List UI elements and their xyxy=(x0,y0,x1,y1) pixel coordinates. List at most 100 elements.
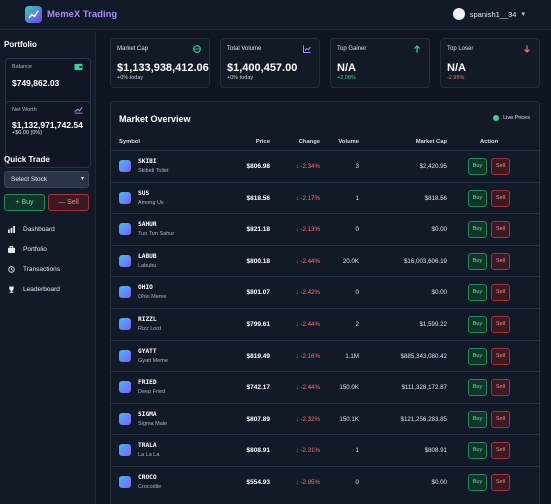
table-row[interactable]: SKIBI Skibidi Toilet $806.98 ↓ -2.34% 3 $2,42… xyxy=(111,150,541,182)
table-row[interactable]: FRIED Deep Fried $742.17 ↓ -2.44% 150.0K $111… xyxy=(111,371,541,403)
stat-label: Market Cap xyxy=(117,46,149,52)
user-menu[interactable]: spanish1__34 ▾ xyxy=(452,8,525,20)
nav-item-transactions[interactable]: Transactions xyxy=(8,266,60,273)
row-change-value: -2.95% xyxy=(300,479,320,486)
sell-button[interactable]: Sell xyxy=(491,347,510,365)
trophy-icon xyxy=(9,286,14,293)
row-name: Gyatt Meme xyxy=(138,357,168,364)
buy-button[interactable]: Buy xyxy=(468,221,487,239)
nav-label: Dashboard xyxy=(23,226,55,233)
row-change: ↓ -2.32% xyxy=(296,416,320,423)
stat-top-gainer: Top Gainer N/A +2.08% xyxy=(330,38,430,88)
sell-button[interactable]: Sell xyxy=(491,474,510,491)
row-price: $800.18 xyxy=(246,257,271,265)
col-volume: Volume xyxy=(338,139,359,145)
stock-select-value: Select Stock xyxy=(11,176,48,183)
briefcase-icon xyxy=(8,246,15,253)
quick-buy-button[interactable]: + Buy xyxy=(4,194,45,211)
quick-sell-button[interactable]: — Sell xyxy=(48,194,89,211)
buy-button[interactable]: Buy xyxy=(468,347,487,365)
coin-icon xyxy=(119,412,131,425)
chart-bars-icon xyxy=(8,226,15,233)
coin-icon xyxy=(119,476,131,488)
nav-item-dashboard[interactable]: Dashboard xyxy=(8,226,55,233)
stock-select[interactable]: Select Stock ▾ xyxy=(4,171,89,188)
table-row[interactable]: LABUB Labubu $800.18 ↓ -2.44% 20.0K $16,003,6… xyxy=(111,244,541,277)
arrow-down-icon: ↓ xyxy=(295,289,301,297)
row-name: Sigma Male xyxy=(138,420,168,427)
table-row[interactable]: SAHUR Tun Tun Sahur $821.18 ↓ -2.13% 0 $0.00 B… xyxy=(111,213,541,245)
row-change: ↓ -2.16% xyxy=(296,353,320,360)
row-change: ↓ -2.44% xyxy=(296,258,320,265)
quick-trade-title: Quick Trade xyxy=(4,155,50,164)
coin-icon xyxy=(119,223,131,236)
buy-button[interactable]: Buy xyxy=(468,158,487,175)
sell-button[interactable]: Sell xyxy=(491,284,510,302)
sell-button[interactable]: Sell xyxy=(491,221,510,239)
row-name: Rizz Lord xyxy=(138,326,162,332)
row-market-cap: $0.00 xyxy=(431,226,447,234)
row-change-value: -2.16% xyxy=(300,352,320,360)
row-symbol: SAHUR xyxy=(138,221,157,229)
table-row[interactable]: SIGMA Sigma Male $807.89 ↓ -2.32% 150.1K $121… xyxy=(111,402,541,435)
nav-item-portfolio[interactable]: Portfolio xyxy=(8,246,47,253)
nav-item-leaderboard[interactable]: Leaderboard xyxy=(8,286,60,293)
buy-button[interactable]: Buy xyxy=(468,284,487,302)
row-market-cap: $808.91 xyxy=(424,447,447,455)
sell-button[interactable]: Sell xyxy=(491,316,510,333)
row-symbol: FRIED xyxy=(138,379,157,387)
row-change: ↓ -2.31% xyxy=(296,447,320,454)
networth-label: Net Worth xyxy=(12,107,37,113)
avatar xyxy=(452,8,465,20)
buy-button[interactable]: Buy xyxy=(468,252,487,270)
stat-value: $1,400,457.00 xyxy=(227,62,298,74)
table-row[interactable]: OHIO Ohio Meme $801.07 ↓ -2.42% 0 $0.00 Buy Sel… xyxy=(111,276,541,308)
buy-button[interactable]: Buy xyxy=(468,379,487,397)
buy-button[interactable]: Buy xyxy=(468,410,487,428)
stat-market-cap: Market Cap $1,133,938,412.06 +0% today xyxy=(110,38,210,88)
sell-button[interactable]: Sell xyxy=(491,442,510,460)
stat-label: Top Loser xyxy=(447,46,474,52)
row-market-cap: $818.56 xyxy=(424,194,447,202)
row-price: $818.56 xyxy=(246,194,271,202)
stat-value: $1,133,938,412.06 xyxy=(117,62,209,74)
table-row[interactable]: GYATT Gyatt Meme $819.49 ↓ -2.16% 1.1M $885,3… xyxy=(111,339,541,372)
table-row[interactable]: TRALA La La La $808.91 ↓ -2.31% 1 $808.91 Buy S… xyxy=(111,434,541,466)
buy-button[interactable]: Buy xyxy=(468,316,487,333)
row-market-cap: $2,420.95 xyxy=(419,163,447,170)
buy-button[interactable]: Buy xyxy=(468,442,487,460)
buy-button[interactable]: Buy xyxy=(468,474,487,491)
row-volume: 0 xyxy=(355,479,359,486)
app-name[interactable]: MemeX Trading xyxy=(47,9,118,20)
sell-button[interactable]: Sell xyxy=(491,379,510,397)
row-change: ↓ -2.42% xyxy=(296,289,320,296)
table-row[interactable]: SUS Among Us $818.56 ↓ -2.17% 1 $818.56 Buy Sel… xyxy=(111,181,541,214)
row-volume: 3 xyxy=(355,163,359,170)
arrow-down-icon xyxy=(524,45,530,53)
networth-card: Net Worth $1,132,971,742.54 +$0.00 (0%) xyxy=(5,101,91,168)
globe-icon xyxy=(193,45,201,53)
sell-button[interactable]: Sell xyxy=(491,252,510,270)
username: spanish1__34 xyxy=(469,9,517,19)
arrow-down-icon: ↓ xyxy=(295,194,301,202)
arrow-down-icon: ↓ xyxy=(295,415,301,423)
coin-icon xyxy=(119,160,131,172)
sell-button[interactable]: Sell xyxy=(491,410,510,428)
arrow-down-icon: ↓ xyxy=(295,447,301,455)
nav-label: Transactions xyxy=(23,266,60,273)
sell-button[interactable]: Sell xyxy=(491,158,510,175)
row-volume: 2 xyxy=(355,321,359,328)
buy-button[interactable]: Buy xyxy=(468,189,487,207)
sell-button[interactable]: Sell xyxy=(491,189,510,207)
row-price: $806.98 xyxy=(246,163,271,170)
table-row[interactable]: CROCO Crocodile $554.93 ↓ -2.95% 0 $0.00 Buy Se… xyxy=(111,466,541,498)
row-symbol: SIGMA xyxy=(138,410,157,418)
stat-sub: +0% today xyxy=(227,75,254,81)
row-market-cap: $111,328,172.87 xyxy=(401,384,447,392)
row-name: Among Us xyxy=(138,199,164,206)
row-change: ↓ -2.44% xyxy=(296,384,320,391)
history-icon xyxy=(8,266,15,273)
app-logo[interactable] xyxy=(25,6,42,23)
stat-sub: +2.08% xyxy=(337,75,356,81)
table-row[interactable]: RIZZL Rizz Lord $799.61 ↓ -2.44% 2 $1,599.22 B… xyxy=(111,308,541,340)
